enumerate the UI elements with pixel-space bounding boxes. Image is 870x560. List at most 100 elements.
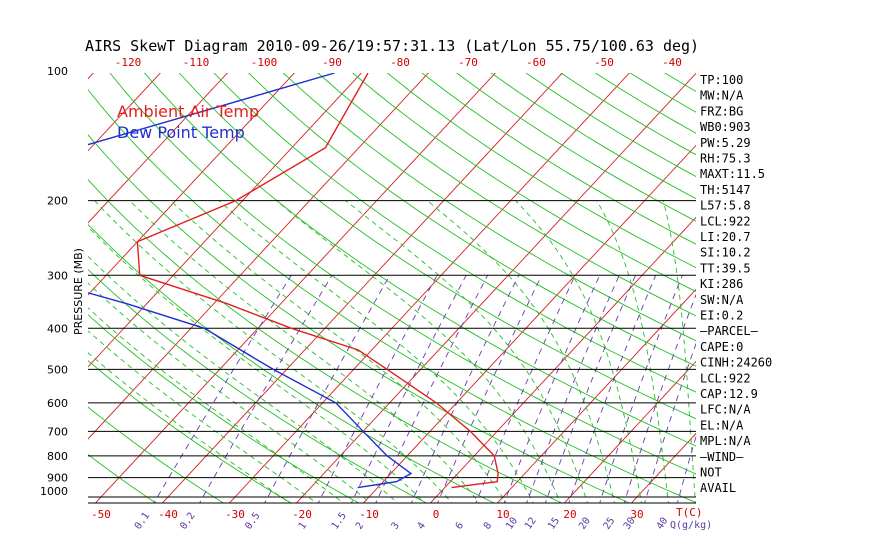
profiles bbox=[88, 73, 499, 489]
top-temp-tick-label: -70 bbox=[458, 56, 478, 69]
index-item: AVAIL bbox=[700, 481, 736, 495]
isotherm-line bbox=[429, 216, 696, 503]
index-item: MAXT:11.5 bbox=[700, 167, 765, 181]
dry-adiabat-line bbox=[109, 73, 696, 475]
pressure-tick-label: 900 bbox=[47, 472, 68, 485]
dry-adiabat-line bbox=[667, 54, 870, 506]
bottom-temp-tick-label: 30 bbox=[630, 508, 643, 521]
index-item: TH:5147 bbox=[700, 183, 751, 197]
dry-adiabat-line bbox=[386, 73, 696, 269]
mixing-ratio-axis: 0.1 0.2 0.5 1 1.5 2 3 4 6 8 10 12 15 20 25 30 40 Q(g/kg) bbox=[133, 511, 712, 532]
dry-adiabat-line bbox=[88, 314, 360, 503]
mixing-ratio-line bbox=[317, 275, 438, 503]
index-item: NOT bbox=[700, 466, 722, 480]
top-temp-tick-label: -50 bbox=[594, 56, 614, 69]
bottom-temp-tick-label: -40 bbox=[158, 508, 178, 521]
dry-adiabat-line bbox=[88, 406, 225, 503]
dry-adiabat-line bbox=[88, 453, 157, 503]
isotherm-line bbox=[88, 73, 429, 440]
dry-adiabat-line bbox=[282, 73, 696, 342]
pressure-tick-label: 500 bbox=[47, 363, 68, 376]
index-item: MPL:N/A bbox=[700, 434, 751, 448]
mixing-ratio-line bbox=[544, 275, 636, 503]
dry-adiabat-line bbox=[663, 73, 696, 92]
index-item: —WIND— bbox=[700, 450, 744, 464]
index-item: TP:100 bbox=[700, 73, 743, 87]
index-item: CINH:24260 bbox=[700, 356, 772, 370]
bottom-unit-label: T(C) bbox=[676, 506, 703, 519]
mixing-ratio-tick-label: 25 bbox=[602, 516, 618, 532]
index-list: TP:100MW:N/AFRZ:BGWB0:903PW:5.29RH:75.3M… bbox=[700, 73, 772, 495]
index-item: LFC:N/A bbox=[700, 403, 751, 417]
dry-adiabat-line bbox=[144, 73, 696, 447]
isotherm-line bbox=[830, 54, 870, 506]
dry-adiabat-line bbox=[178, 73, 696, 420]
moist-adiabat-line bbox=[88, 352, 291, 503]
dry-adiabat-line bbox=[88, 134, 631, 503]
legend-ambient-air-temp: Ambient Air Temp bbox=[117, 102, 259, 121]
mixing-ratio-line bbox=[350, 275, 467, 503]
dry-adiabat-line bbox=[88, 88, 696, 503]
dry-adiabat-line bbox=[525, 73, 696, 177]
pressure-tick-label: 100 bbox=[47, 65, 68, 78]
mixing-ratio-tick-label: 40 bbox=[655, 516, 671, 532]
moist-adiabat-line bbox=[88, 307, 345, 503]
bottom-temp-tick-label: -20 bbox=[292, 508, 312, 521]
top-temp-tick-label: -120 bbox=[115, 56, 142, 69]
moist-adiabat-line bbox=[94, 200, 453, 503]
mixing-ratio-tick-label: 0.5 bbox=[243, 511, 262, 532]
index-item: TT:39.5 bbox=[700, 261, 751, 275]
mixing-ratio-tick-label: 20 bbox=[577, 516, 593, 532]
bottom-temp-tick-label: -30 bbox=[225, 508, 245, 521]
air-temp-profile bbox=[136, 73, 499, 489]
mixing-ratio-line bbox=[375, 275, 488, 503]
mixing-ratio-line bbox=[599, 275, 683, 503]
mixing-ratio-tick-label: 6 bbox=[454, 520, 466, 531]
index-item: KI:286 bbox=[700, 277, 743, 291]
bottom-temp-tick-label: 0 bbox=[433, 508, 440, 521]
moist-adiabat-line bbox=[88, 330, 318, 503]
mixing-ratio-line bbox=[475, 275, 576, 503]
pressure-tick-label: 400 bbox=[47, 322, 68, 335]
dry-adiabat-line bbox=[317, 73, 696, 317]
pressure-tick-label: 300 bbox=[47, 269, 68, 282]
mixing-ratio-tick-label: 1.5 bbox=[330, 511, 349, 532]
moist-adiabat-line bbox=[276, 200, 561, 503]
mixing-ratio-line bbox=[153, 275, 292, 503]
isotherm-line bbox=[563, 360, 696, 503]
pressure-lines bbox=[88, 200, 696, 504]
index-item: L57:5.8 bbox=[700, 199, 751, 213]
index-item: CAP:12.9 bbox=[700, 387, 758, 401]
moist-adiabat-line bbox=[345, 200, 588, 503]
isotherm-line bbox=[228, 73, 630, 503]
index-item: SW:N/A bbox=[700, 293, 744, 307]
index-item: RH:75.3 bbox=[700, 152, 751, 166]
mixing-ratio-unit-label: Q(g/kg) bbox=[670, 520, 712, 531]
top-temp-tick-label: -100 bbox=[251, 56, 278, 69]
index-item: WB0:903 bbox=[700, 120, 751, 134]
mixing-ratio-tick-label: 1 bbox=[297, 520, 309, 531]
dry-adiabat-line bbox=[88, 360, 292, 503]
pressure-tick-label: 700 bbox=[47, 425, 68, 438]
moist-adiabat-line bbox=[129, 200, 480, 503]
index-item: EL:N/A bbox=[700, 418, 744, 432]
top-temp-tick-label: -60 bbox=[526, 56, 546, 69]
y-axis-label: PRESSURE (MB) bbox=[72, 248, 85, 335]
mixing-ratio-line bbox=[199, 275, 333, 503]
mixing-ratio-tick-label: 4 bbox=[416, 520, 428, 531]
pressure-tick-label: 200 bbox=[47, 195, 68, 208]
top-temp-tick-label: -90 bbox=[322, 56, 342, 69]
legend-dew-point-temp: Dew Point Temp bbox=[117, 123, 245, 142]
mixing-ratio-line bbox=[568, 275, 657, 503]
chart-title: AIRS SkewT Diagram 2010-09-26/19:57:31.1… bbox=[85, 37, 699, 55]
moist-adiabat-line bbox=[427, 200, 615, 503]
isotherm-line bbox=[88, 73, 295, 296]
mixing-ratio-line bbox=[676, 435, 696, 503]
index-item: CAPE:0 bbox=[700, 340, 743, 354]
mixing-ratio-line bbox=[410, 275, 520, 503]
index-item: PW:5.29 bbox=[700, 136, 751, 150]
top-temp-tick-label: -110 bbox=[183, 56, 210, 69]
dry-adiabat-line bbox=[421, 73, 696, 245]
index-item: FRZ:BG bbox=[700, 104, 743, 118]
